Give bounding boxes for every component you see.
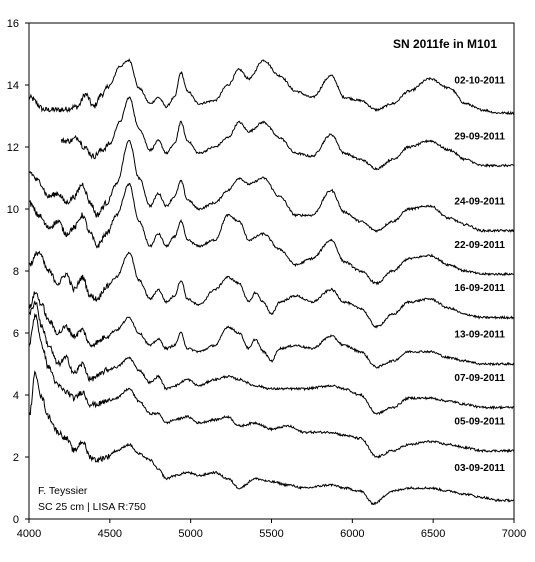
x-tick-label: 5500 (259, 528, 283, 540)
spectrum-line-22-09-2011 (28, 182, 515, 286)
y-tick-label: 12 (7, 142, 19, 154)
plot-area (28, 22, 515, 520)
spectrum-line-05-09-2011 (28, 312, 515, 459)
y-tick-label: 6 (13, 328, 19, 340)
spectrum-line-02-10-2011 (28, 58, 515, 116)
x-tick-label: 5000 (178, 528, 202, 540)
series-date-label: 13-09-2011 (454, 330, 505, 341)
series-date-label: 16-09-2011 (454, 283, 505, 294)
x-tick-label: 7000 (502, 528, 526, 540)
series-date-label: 03-09-2011 (454, 463, 505, 474)
series-date-label: 05-09-2011 (454, 416, 505, 427)
chart-title: SN 2011fe in M101 (393, 37, 497, 51)
y-tick-label: 4 (13, 390, 19, 402)
series-date-label: 02-10-2011 (454, 76, 505, 87)
y-tick-label: 14 (7, 80, 19, 92)
y-tick-label: 2 (13, 452, 19, 464)
series-date-label: 29-09-2011 (454, 131, 505, 142)
spectrum-line-16-09-2011 (28, 250, 515, 329)
label-layer: 02-10-2011 29-09-2011 24-09-2011 22-09-2011… (454, 76, 505, 474)
tick-layer: 4000 4500 5000 5500 6000 6500 7000 0 2 4 6 8 10 12 14 1… (7, 18, 526, 540)
y-tick-label: 16 (7, 18, 19, 30)
spectrum-line-07-09-2011 (28, 300, 515, 416)
x-tick-label: 6000 (340, 528, 364, 540)
y-tick-label: 8 (13, 266, 19, 278)
y-tick-label: 10 (7, 204, 19, 216)
credit-line-2: SC 25 cm | LISA R:750 (38, 501, 146, 513)
y-tick-label: 0 (13, 514, 19, 526)
x-tick-label: 6500 (421, 528, 445, 540)
x-tick-label: 4000 (17, 528, 41, 540)
spectrum-line-13-09-2011 (28, 291, 515, 369)
series-date-label: 24-09-2011 (454, 196, 505, 207)
spectrum-line-03-09-2011 (28, 370, 515, 506)
spectrum-line-24-09-2011 (28, 139, 515, 233)
credit-line-1: F. Teyssier (38, 485, 88, 497)
spectrum-line-29-09-2011 (60, 96, 515, 171)
series-layer (28, 58, 515, 506)
x-tick-label: 4500 (98, 528, 122, 540)
series-date-label: 22-09-2011 (454, 240, 505, 251)
series-date-label: 07-09-2011 (454, 373, 505, 384)
